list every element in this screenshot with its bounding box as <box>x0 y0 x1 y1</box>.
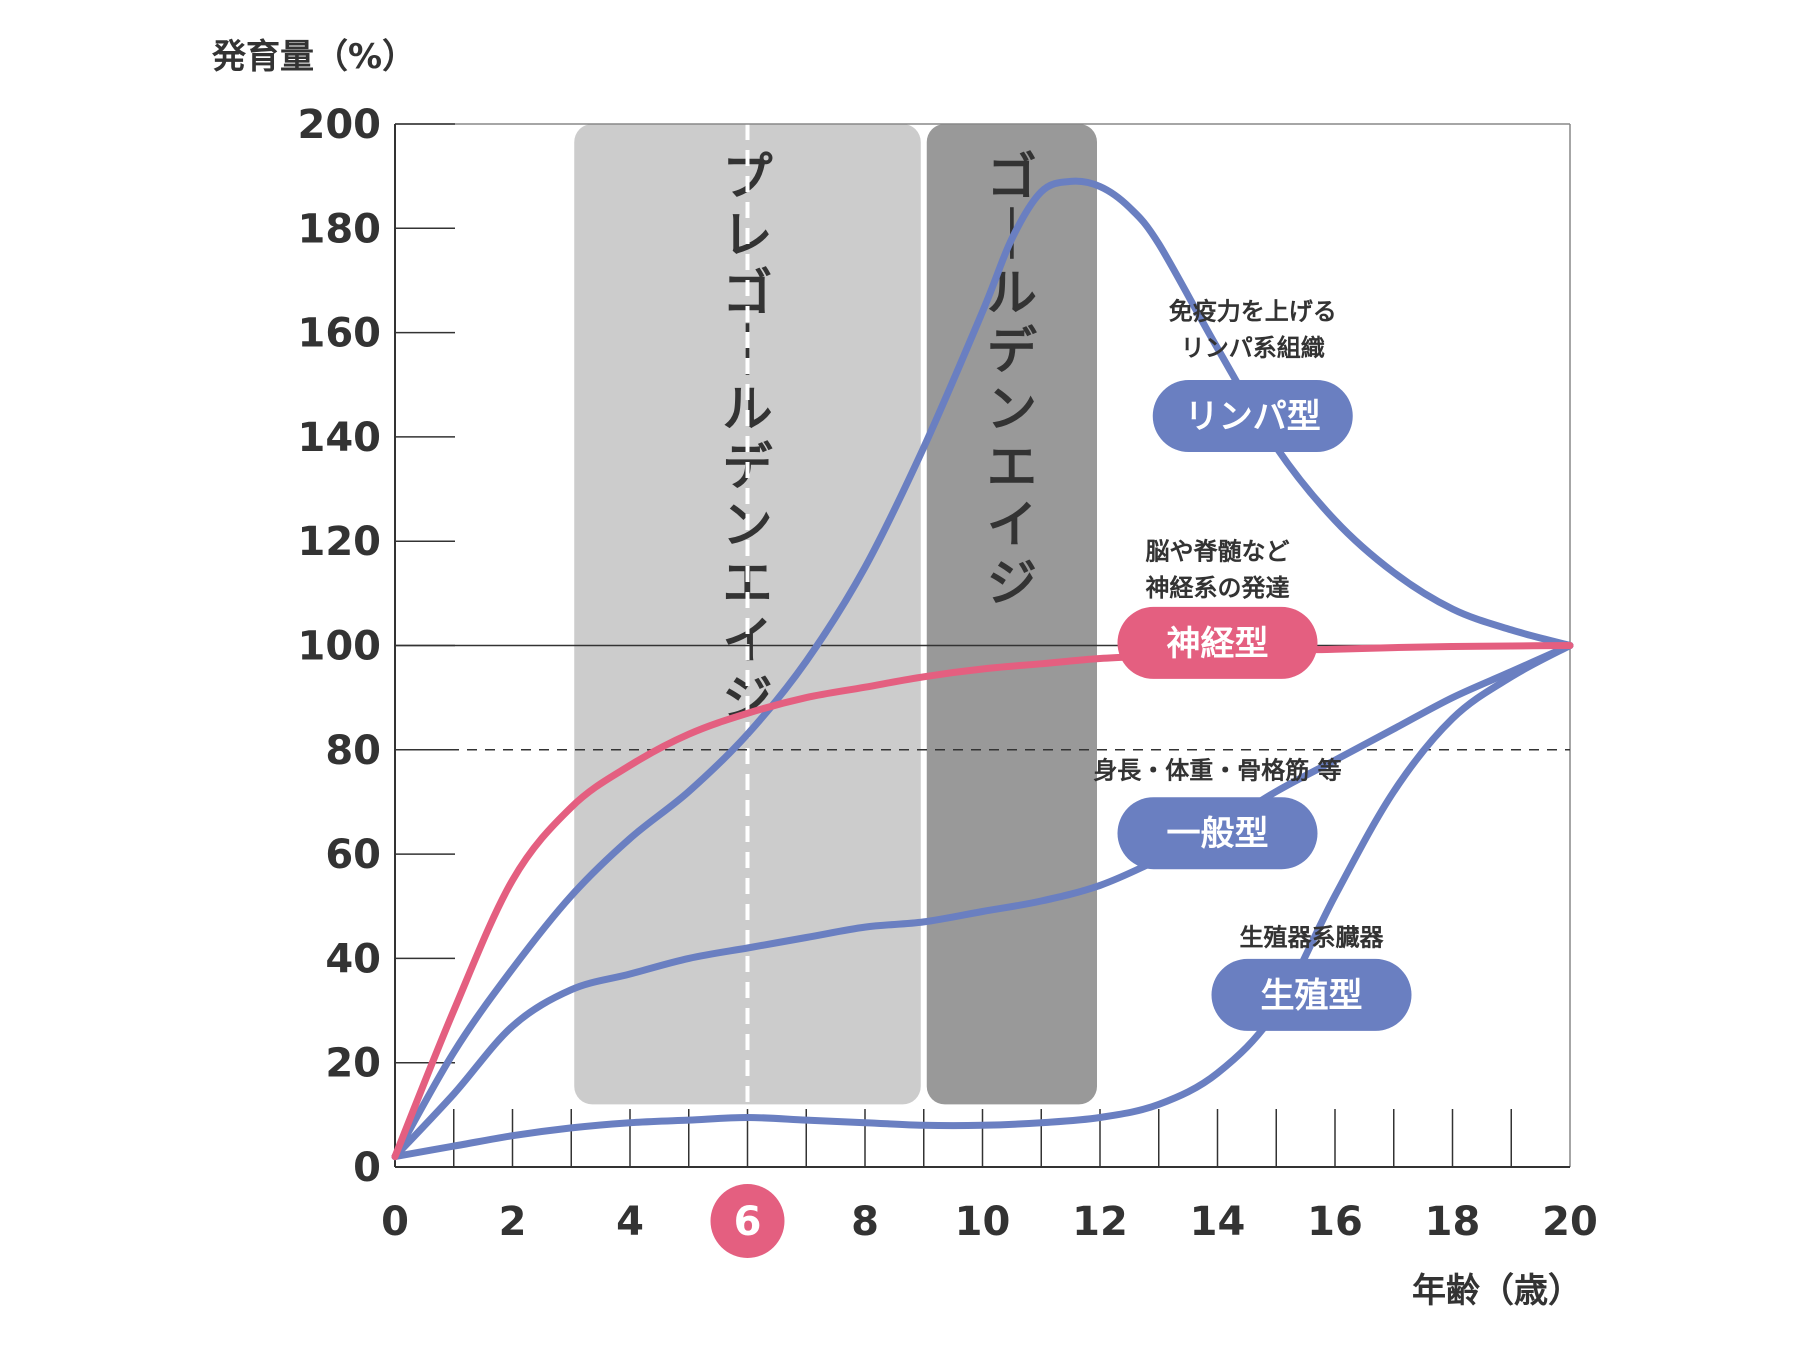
series-line <box>391 642 1574 1161</box>
series-badge <box>1152 380 1353 453</box>
series-note: リンパ系組織 <box>1181 334 1325 362</box>
series-line <box>391 177 1574 1161</box>
series-note: 身長・体重・骨格筋 等 <box>1093 757 1341 785</box>
band-1 <box>574 124 921 1105</box>
y-tick-label: 100 <box>298 624 382 670</box>
x-tick-label: 8 <box>851 1199 879 1245</box>
y-tick-label: 40 <box>325 936 381 982</box>
series-badge <box>1211 958 1412 1031</box>
band-2 <box>926 124 1097 1105</box>
series-line <box>391 642 1574 1161</box>
series-line <box>391 642 1574 1161</box>
y-tick-label: 140 <box>298 415 382 461</box>
x-tick-label: 12 <box>1072 1199 1128 1245</box>
x-tick-label: 16 <box>1307 1199 1363 1245</box>
series-badge-label: 一般型 <box>1167 814 1269 854</box>
y-tick-label: 0 <box>353 1145 381 1191</box>
x-axis-title: 年齢（歳） <box>1412 1271 1582 1311</box>
x-tick-label: 2 <box>499 1199 527 1245</box>
series-note: 生殖器系臓器 <box>1240 924 1385 952</box>
x-tick-label-highlight: 6 <box>734 1199 762 1245</box>
band-label-2: ゴ｜ルデンエイジ <box>987 148 1038 612</box>
y-tick-label: 120 <box>298 519 382 565</box>
series-badge-label: リンパ型 <box>1185 397 1321 437</box>
highlight-circle <box>710 1184 785 1258</box>
y-tick-label: 180 <box>298 206 382 252</box>
series-note: 免疫力を上げる <box>1169 298 1337 326</box>
y-tick-label: 60 <box>325 832 381 878</box>
x-tick-label: 20 <box>1542 1199 1598 1245</box>
x-tick-label: 14 <box>1190 1199 1246 1245</box>
x-tick-label: 4 <box>616 1199 644 1245</box>
x-tick-label: 10 <box>955 1199 1011 1245</box>
series-badge-label: 生殖型 <box>1261 976 1363 1016</box>
x-tick-label: 0 <box>381 1199 409 1245</box>
series-badge <box>1117 797 1318 870</box>
y-tick-label: 200 <box>298 102 382 148</box>
series-badge-label: 神経型 <box>1167 624 1269 664</box>
series-note: 脳や脊髄など <box>1146 538 1290 566</box>
y-tick-label: 160 <box>298 311 382 357</box>
chart-grid: 0 20 40 60 80 100 120 140 160 180 200 0 2 4 6 8 10 12 14 16… <box>298 102 1598 1258</box>
y-tick-label: 80 <box>325 728 381 774</box>
y-axis-title: 発育量（%） <box>212 37 416 77</box>
series-badge <box>1117 606 1318 679</box>
y-tick-label: 20 <box>325 1041 381 1087</box>
chart-series <box>391 177 1574 1161</box>
x-tick-label: 18 <box>1425 1199 1481 1245</box>
series-note: 神経系の発達 <box>1146 574 1290 602</box>
